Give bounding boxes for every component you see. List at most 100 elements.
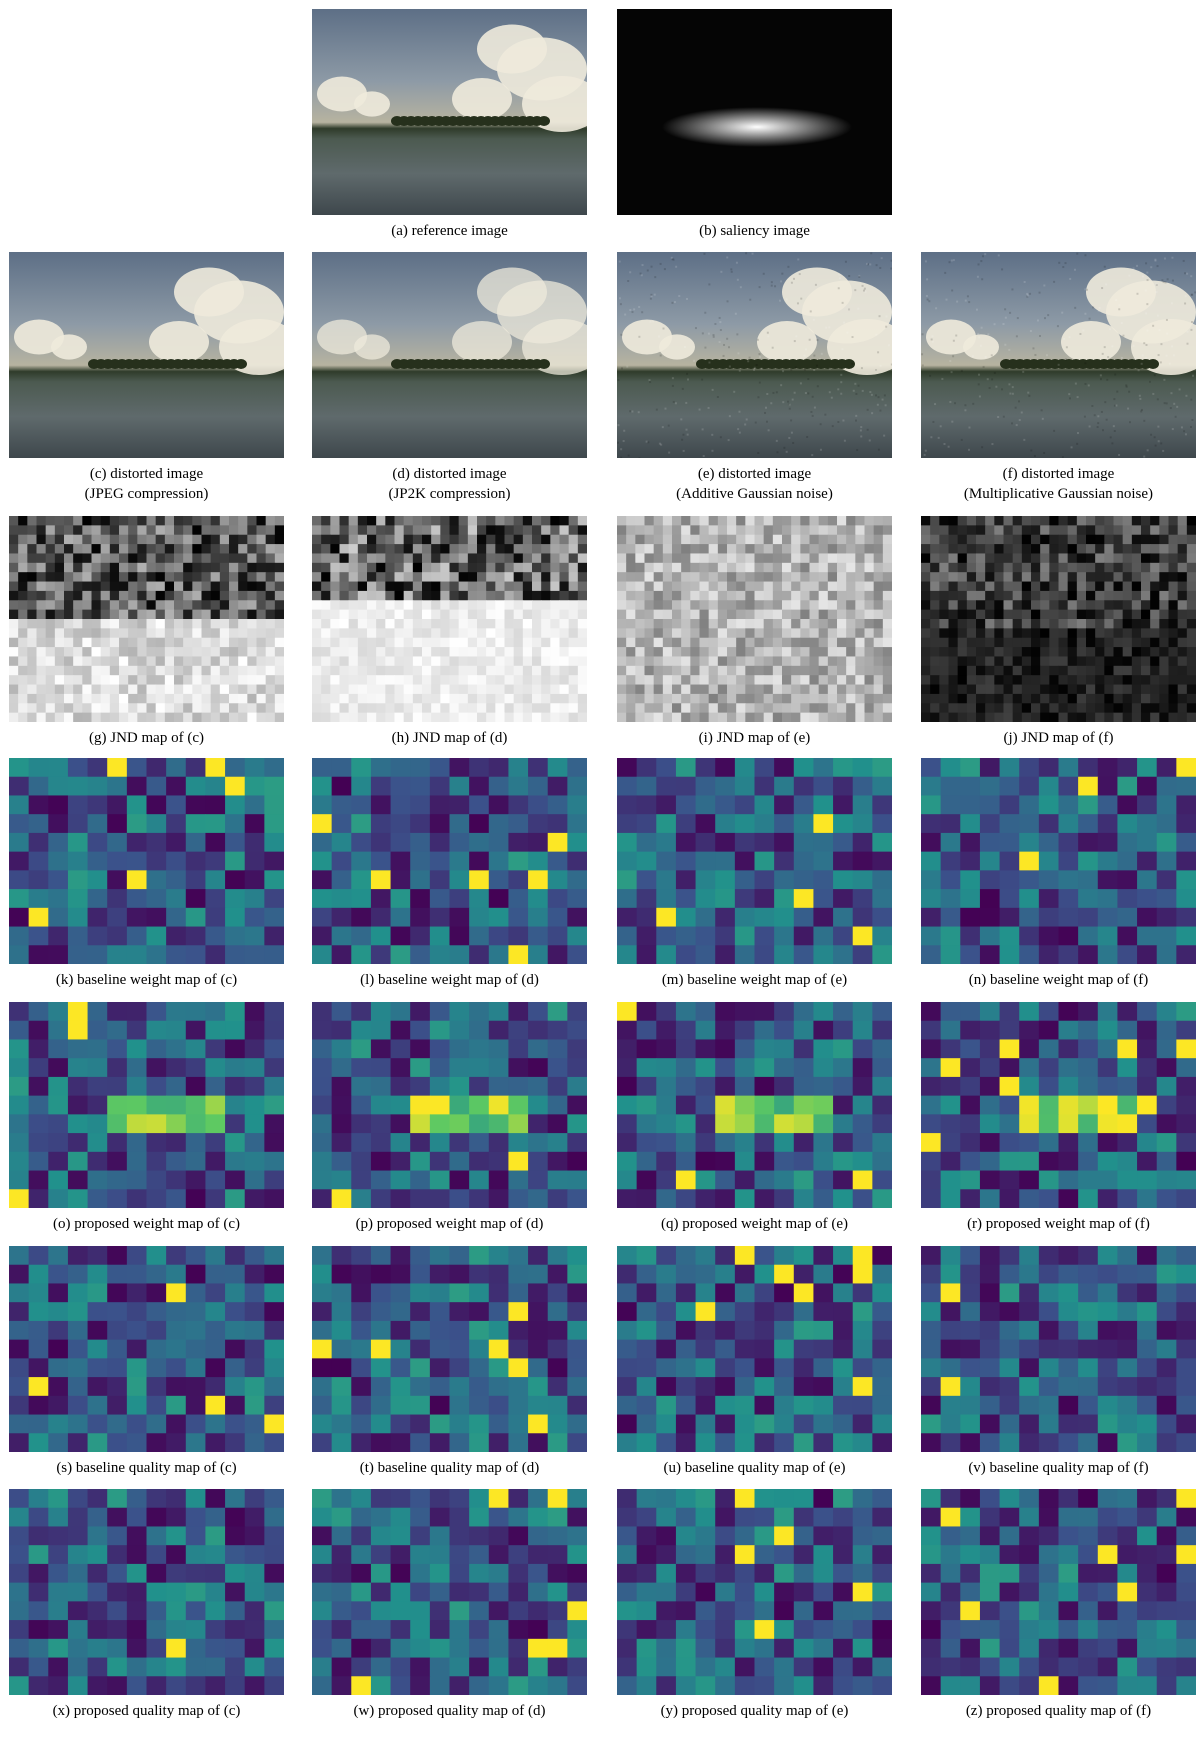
map-cell — [696, 927, 716, 946]
map-cell — [578, 535, 587, 545]
noise — [857, 308, 859, 310]
map-cell — [700, 666, 710, 676]
map-cell — [980, 908, 1000, 927]
noise — [1142, 275, 1144, 277]
map-cell — [1169, 553, 1179, 563]
map-cell — [883, 694, 892, 704]
noise — [719, 317, 721, 319]
noise — [686, 298, 688, 300]
map-cell — [225, 758, 245, 777]
map-cell — [367, 600, 377, 610]
map-cell — [192, 610, 202, 620]
map-cell — [560, 666, 570, 676]
map-cell — [980, 852, 1000, 871]
noise — [1150, 434, 1152, 436]
map-cell — [1040, 591, 1050, 601]
map-cell — [958, 694, 968, 704]
map-cell — [567, 870, 587, 889]
map-cell — [1095, 628, 1105, 638]
map-cell — [676, 795, 696, 814]
map-cell — [101, 563, 111, 573]
map-cell — [225, 833, 245, 852]
map-cell — [266, 713, 276, 722]
map-cell — [192, 525, 202, 535]
map-cell — [119, 675, 129, 685]
noise — [838, 274, 840, 276]
map-cell — [391, 1246, 411, 1265]
map-cell — [46, 685, 56, 695]
map-cell — [635, 675, 645, 685]
map-cell — [523, 553, 533, 563]
map-cell — [413, 572, 423, 582]
map-cell — [921, 852, 941, 871]
map-cell — [1059, 535, 1069, 545]
noise — [1089, 425, 1091, 427]
map-cell — [921, 777, 941, 796]
map-cell — [266, 600, 276, 610]
map-cell — [1019, 1189, 1039, 1208]
map-cell — [505, 572, 515, 582]
map-cell — [46, 572, 56, 582]
map-cell — [147, 685, 157, 695]
noise — [820, 449, 822, 451]
map-cell — [1004, 638, 1014, 648]
map-cell — [1077, 535, 1087, 545]
map-cell — [48, 1340, 68, 1359]
map-cell — [1022, 600, 1032, 610]
map-cell — [107, 908, 127, 927]
map-cell — [312, 703, 322, 713]
map-cell — [264, 1002, 284, 1021]
map-cell — [225, 852, 245, 871]
map-cell — [958, 656, 968, 666]
map-cell — [1176, 870, 1196, 889]
map-cell — [567, 1377, 587, 1396]
map-cell — [128, 713, 138, 722]
map-cell — [883, 666, 892, 676]
map-cell — [410, 1396, 430, 1415]
map-cell — [229, 516, 239, 526]
map-cell — [663, 582, 673, 592]
map-cell — [245, 1265, 265, 1284]
map — [921, 758, 1196, 964]
map-cell — [774, 870, 794, 889]
map-cell — [469, 814, 489, 833]
map-cell — [550, 582, 560, 592]
map-cell — [1114, 600, 1124, 610]
map-cell — [410, 795, 430, 814]
map-cell — [514, 628, 524, 638]
map-cell — [774, 1096, 794, 1115]
map-cell — [976, 713, 986, 722]
map-cell — [853, 1039, 873, 1058]
noise — [1166, 319, 1168, 321]
map-cell — [64, 694, 74, 704]
map-cell — [385, 713, 395, 722]
map-cell — [404, 525, 414, 535]
noise — [824, 414, 826, 416]
map-cell — [1159, 544, 1169, 554]
map-cell — [495, 619, 505, 629]
map-cell — [846, 685, 856, 695]
map-cell — [791, 553, 801, 563]
map-cell — [1123, 591, 1133, 601]
panel-image — [617, 516, 892, 722]
map-cell — [676, 1152, 696, 1171]
map-cell — [656, 1133, 676, 1152]
map-cell — [548, 1396, 568, 1415]
map-cell — [1000, 758, 1020, 777]
map-cell — [1114, 572, 1124, 582]
map-cell — [88, 1189, 108, 1208]
map-cell — [37, 572, 47, 582]
noise — [815, 284, 817, 286]
map-cell — [477, 656, 487, 666]
map-cell — [755, 656, 765, 666]
map-cell — [174, 713, 184, 722]
map-cell — [391, 1340, 411, 1359]
noise — [662, 426, 664, 428]
map-cell — [9, 870, 29, 889]
map-cell — [626, 563, 636, 573]
map-cell — [853, 833, 873, 852]
map-cell — [119, 647, 129, 657]
map-cell — [127, 1152, 147, 1171]
map-cell — [486, 600, 496, 610]
noise — [1166, 402, 1168, 404]
